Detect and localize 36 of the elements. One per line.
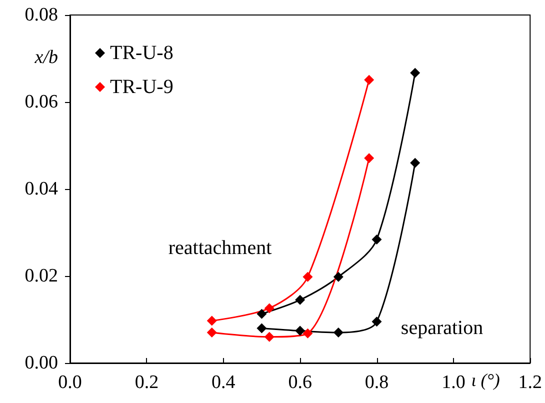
- y-tick-label: 0.08: [24, 4, 58, 26]
- point: [333, 272, 344, 282]
- point: [410, 68, 420, 78]
- annotation: reattachment: [168, 237, 272, 259]
- y-tick-label: 0.06: [24, 92, 58, 112]
- point: [295, 294, 306, 305]
- point: [302, 328, 313, 338]
- legend-label: TR-U-9: [110, 76, 174, 98]
- x-tick-label: 1.2: [518, 372, 542, 393]
- legend-label: TR-U-8: [110, 42, 174, 64]
- x-axis-title: ι (°): [471, 370, 500, 390]
- point: [333, 328, 344, 338]
- x-tick-label: 0.2: [134, 372, 159, 393]
- point: [256, 308, 267, 319]
- y-tick-label: 0.02: [24, 266, 58, 286]
- y-axis-title: x/b: [34, 47, 58, 68]
- x-tick-label: 0.4: [212, 372, 236, 393]
- annotation: separation: [400, 317, 484, 339]
- point: [364, 74, 374, 85]
- y-tick-label: 0.04: [24, 178, 58, 200]
- point: [410, 158, 420, 168]
- point: [295, 326, 306, 336]
- point: [256, 323, 267, 334]
- point: [264, 303, 274, 314]
- x-tick-label: 0.0: [58, 372, 82, 393]
- point: [372, 316, 382, 327]
- point: [206, 328, 217, 338]
- point: [264, 332, 274, 342]
- x-tick-label: 1.0: [442, 372, 466, 393]
- x-tick-label: 0.6: [288, 372, 312, 393]
- point: [206, 316, 217, 326]
- point: [372, 234, 382, 244]
- x-tick-label: 0.8: [364, 372, 389, 393]
- y-tick-label: 0.00: [24, 352, 58, 374]
- point: [364, 153, 374, 164]
- point: [302, 272, 313, 282]
